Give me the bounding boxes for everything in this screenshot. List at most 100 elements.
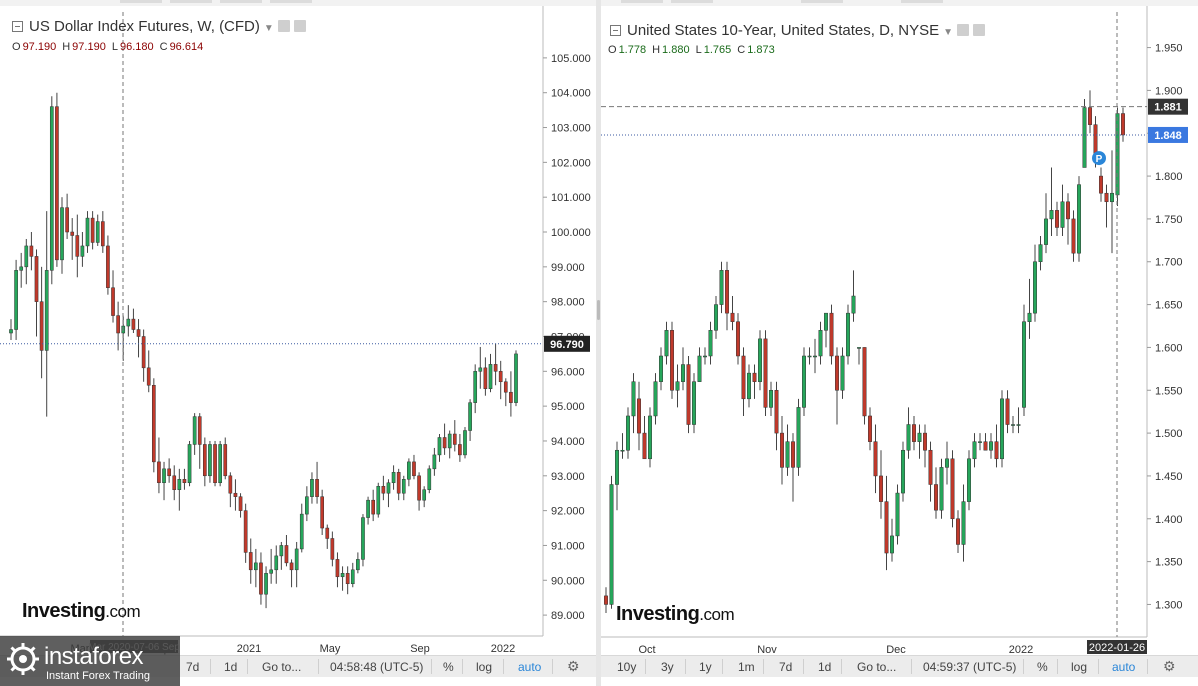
candle-up [85,217,90,247]
candle-up [376,485,381,515]
last-price-label: 96.790 [550,339,584,351]
range-10y-button[interactable]: 10y [617,660,637,674]
eye-icon[interactable] [277,20,290,32]
candle-down [34,256,39,302]
candle-up [1033,261,1037,314]
candle-up [615,449,619,485]
candle-down [335,559,340,578]
candle-up [422,489,427,501]
us10y-candlestick-chart[interactable]: 1.9501.9001.8501.8001.7501.7001.6501.600… [601,0,1198,686]
collapse-icon[interactable] [12,21,23,32]
candle-down [741,355,746,400]
candle-down [70,231,75,236]
y-tick-label: 1.900 [1155,85,1183,97]
candle-down [289,562,294,571]
candle-up [906,424,911,451]
gear-icon[interactable] [973,24,986,36]
clock-readout: 04:59:37 (UTC-5) [923,660,1017,674]
chevron-down-icon[interactable]: ▼ [263,23,274,34]
candle-up [1060,201,1065,228]
percent-toggle[interactable]: % [1037,660,1048,674]
panel-divider[interactable] [596,0,601,686]
range-7d-button[interactable]: 7d [779,660,793,674]
candle-up [488,364,493,389]
auto-toggle[interactable]: auto [1112,660,1136,674]
crosshair-date-bg [1087,640,1147,654]
candle-up [818,330,823,357]
range-1d-button[interactable]: 1d [224,660,238,674]
low-label: L [695,44,702,56]
candle-down [213,444,217,484]
candle-down [956,518,960,545]
x-tick-label: Dec [886,644,906,656]
close-label: C [159,41,168,53]
drag-handle-icon[interactable] [597,300,600,320]
chevron-down-icon[interactable]: ▼ [943,27,954,38]
candle-up [1016,424,1021,426]
auto-toggle[interactable]: auto [518,660,542,674]
candle-down [243,510,248,553]
right-legend: United States 10-Year, United States, D,… [610,22,986,39]
candle-up [659,355,663,382]
candle-up [972,441,977,460]
right-chart-panel: 1.9501.9001.8501.8001.7501.7001.6501.600… [601,0,1198,686]
goto-button[interactable]: Go to... [262,660,302,674]
candle-down [238,496,243,511]
candle-down [223,444,228,477]
candle-up [675,381,680,391]
candle-down [116,315,120,334]
log-toggle[interactable]: log [1071,660,1088,674]
y-tick-label: 105.000 [551,53,591,65]
eye-icon[interactable] [957,24,970,36]
settings-gear-icon[interactable]: ⚙ [567,658,580,674]
candle-down [65,207,69,233]
candle-down [670,330,674,391]
candle-down [182,479,187,484]
candle-down [39,301,44,351]
range-3y-button[interactable]: 3y [661,660,674,674]
candle-up [401,479,406,494]
x-tick-label: May [320,643,341,655]
crosshair-price-label: 1.881 [1154,102,1182,114]
range-7d-button[interactable]: 7d [186,660,200,674]
candle-up [1011,424,1015,426]
candle-up [310,479,314,497]
goto-button[interactable]: Go to... [857,660,897,674]
candle-up [648,415,652,460]
log-toggle[interactable]: log [476,660,493,674]
open-value: 1.778 [618,44,647,56]
collapse-icon[interactable] [610,25,621,36]
candle-down [928,449,933,485]
settings-gear-icon[interactable]: ⚙ [1163,658,1176,674]
y-tick-label: 1.550 [1155,385,1183,397]
candle-up [708,330,713,357]
candle-up [945,458,949,468]
range-1m-button[interactable]: 1m [738,660,755,674]
candle-down [167,468,171,477]
candle-down [417,475,421,501]
candle-up [802,355,806,408]
candle-down [868,415,872,442]
dxy-candlestick-chart[interactable]: 105.000 104.000 103.000 102.000 101.000 100.0… [0,0,596,686]
candle-down [136,329,141,337]
candle-down [829,312,834,357]
candle-up [350,569,355,585]
candle-down [1104,192,1109,203]
open-label: O [12,41,21,53]
range-1y-button[interactable]: 1y [699,660,712,674]
candle-down [157,461,161,484]
left-chart-panel: 105.000 104.000 103.000 102.000 101.000 100.0… [0,0,596,686]
candle-up [785,441,790,468]
candle-down [371,499,376,515]
range-1d-button[interactable]: 1d [818,660,832,674]
x-tick-label: Nov [757,644,777,656]
gear-icon[interactable] [293,20,306,32]
candle-down [141,336,146,369]
close-value: 96.614 [169,41,204,53]
candle-up [447,433,452,449]
candle-up [626,415,630,451]
candle-up [356,559,360,571]
left-ohlc: O 97.190 H 97.190 L 96.180 C 96.614 [12,41,209,53]
percent-toggle[interactable]: % [443,660,454,674]
candle-up [703,355,707,358]
